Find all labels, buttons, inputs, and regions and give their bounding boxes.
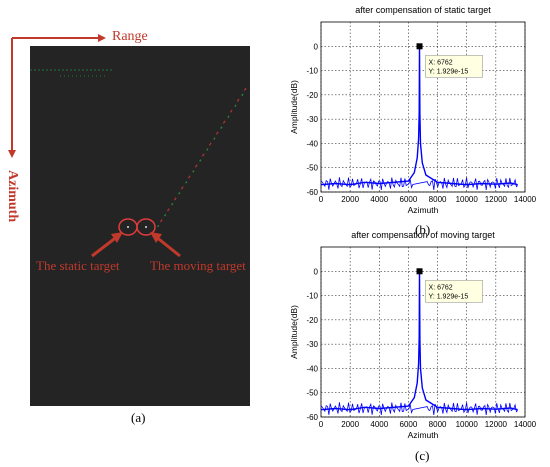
top-streaks xyxy=(30,69,112,77)
x-tick-label: 8000 xyxy=(429,195,447,204)
y-tick-label: -40 xyxy=(306,139,318,148)
azimuth-arrow-head xyxy=(8,150,16,158)
y-tick-label: -20 xyxy=(306,316,318,325)
range-label: Range xyxy=(112,29,148,44)
x-axis-label: Azimuth xyxy=(408,430,439,440)
x-tick-label: 4000 xyxy=(370,195,388,204)
datatip-x-text: X: 6762 xyxy=(429,284,453,291)
y-tick-label: -10 xyxy=(306,292,318,301)
y-tick-label: -60 xyxy=(306,413,318,422)
y-tick-label: 0 xyxy=(314,42,319,51)
y-tick-label: 0 xyxy=(314,267,319,276)
chart-static-compensation: after compensation of static target 0 2000… xyxy=(289,5,537,215)
y-tick-label: -40 xyxy=(306,364,318,373)
y-tick-label: -50 xyxy=(306,389,318,398)
static-pointer-line xyxy=(91,234,119,258)
y-tick-label: -10 xyxy=(306,67,318,76)
sar-image-panel xyxy=(30,46,250,406)
x-tick-label: 8000 xyxy=(429,420,447,429)
azimuth-label: Azimuth xyxy=(5,170,20,223)
caption-c: (c) xyxy=(415,448,430,463)
caption-a: (a) xyxy=(131,410,146,425)
datatip-box xyxy=(425,279,483,303)
datatip-x-text: X: 6762 xyxy=(429,59,453,66)
x-tick-label: 2000 xyxy=(341,195,359,204)
series-noise xyxy=(320,402,518,415)
x-tick-label: 10000 xyxy=(456,420,479,429)
x-tick-label: 12000 xyxy=(485,195,508,204)
x-tick-label: 12000 xyxy=(485,420,508,429)
x-tick-label: 0 xyxy=(319,195,324,204)
series-noise xyxy=(320,177,518,190)
datatip-y-text: Y: 1.929e-15 xyxy=(429,293,469,300)
x-tick-label: 2000 xyxy=(341,420,359,429)
x-tick-label: 6000 xyxy=(400,420,418,429)
moving-target-label: The moving target xyxy=(150,258,246,273)
x-tick-label: 4000 xyxy=(370,420,388,429)
moving-target-trail xyxy=(154,87,247,232)
x-tick-label: 14000 xyxy=(514,195,537,204)
datatip-marker xyxy=(416,43,423,50)
moving-pointer-head xyxy=(150,232,162,243)
datatip-y-text: Y: 1.929e-15 xyxy=(429,68,469,75)
moving-pointer-line xyxy=(154,234,181,258)
caption-b: (b) xyxy=(415,222,431,237)
static-target-label: The static target xyxy=(36,258,120,273)
y-axis-label: Amplitude(dB) xyxy=(289,80,299,134)
y-tick-label: -60 xyxy=(306,188,318,197)
static-pointer-head xyxy=(111,232,123,243)
range-arrow-head xyxy=(98,34,106,42)
x-axis-label: Azimuth xyxy=(408,205,439,215)
chart-title: after compensation of static target xyxy=(355,5,491,15)
y-tick-label: -50 xyxy=(306,164,318,173)
chart-title: after compensation of moving target xyxy=(351,230,495,240)
x-tick-label: 14000 xyxy=(514,420,537,429)
chart-moving-compensation: after compensation of moving target 0 2000… xyxy=(289,230,537,440)
x-tick-label: 0 xyxy=(319,420,324,429)
moving-target-circle xyxy=(136,218,156,236)
x-tick-label: 10000 xyxy=(456,195,479,204)
y-tick-label: -30 xyxy=(306,340,318,349)
y-tick-label: -30 xyxy=(306,115,318,124)
y-tick-label: -20 xyxy=(306,91,318,100)
y-axis-label: Amplitude(dB) xyxy=(289,305,299,359)
x-tick-label: 6000 xyxy=(400,195,418,204)
datatip-marker xyxy=(416,268,423,275)
datatip-box xyxy=(425,54,483,78)
